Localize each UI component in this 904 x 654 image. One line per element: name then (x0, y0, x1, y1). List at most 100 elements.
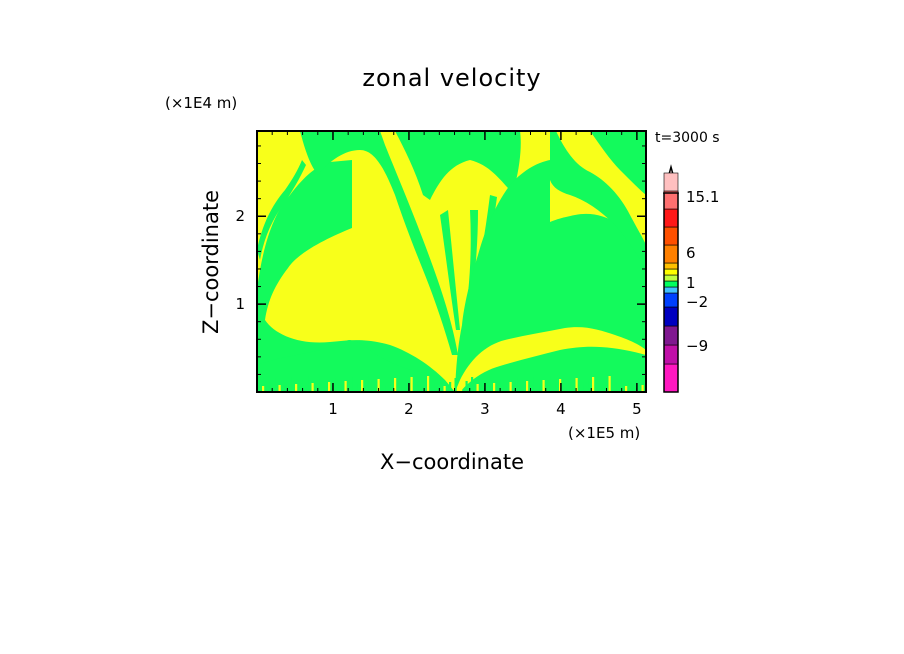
colorbar-band (663, 268, 679, 276)
y-tick-label: 1 (235, 295, 245, 313)
speckle (449, 382, 452, 392)
colorbar: 15.1 6 1 −2 −9 (663, 164, 719, 393)
speckle (630, 382, 633, 392)
speckle (586, 381, 589, 392)
contour-region (257, 160, 306, 260)
speckle (454, 378, 457, 392)
x-tick-label: 3 (480, 400, 490, 418)
speckle (432, 383, 435, 392)
x-unit-label: (×1E5 m) (568, 424, 640, 442)
colorbar-label: −9 (686, 337, 708, 355)
speckle (443, 386, 446, 392)
speckle (641, 385, 644, 392)
speckle (399, 385, 402, 392)
speckle (526, 381, 529, 392)
speckle (388, 382, 391, 392)
speckle (625, 386, 628, 392)
speckle (482, 380, 485, 392)
contour-region (257, 340, 452, 392)
speckle (383, 386, 386, 392)
speckle (548, 376, 551, 392)
colorbar-band (663, 226, 679, 246)
colorbar-label: 15.1 (686, 188, 719, 206)
x-tick-label: 1 (328, 400, 338, 418)
speckle (515, 378, 518, 392)
speckle (289, 377, 292, 392)
speckle (328, 382, 331, 392)
colorbar-band (663, 280, 679, 288)
speckle (355, 384, 358, 392)
speckle (564, 386, 567, 392)
speckle (504, 386, 507, 392)
colorbar-band (663, 286, 679, 294)
speckle (498, 379, 501, 392)
speckle (614, 383, 617, 392)
speckle (465, 381, 468, 392)
speckle (339, 385, 342, 392)
speckle (438, 379, 441, 392)
contour-region (440, 210, 460, 330)
contour-region (463, 210, 478, 332)
surface-speckles (262, 376, 644, 392)
colorbar-band (663, 363, 679, 393)
colorbar-label: 1 (686, 274, 696, 292)
colorbar-label: −2 (686, 293, 708, 311)
minor-ticks (257, 131, 646, 392)
y-axis-title: Z−coordinate (199, 190, 223, 334)
colorbar-band (663, 306, 679, 327)
speckle (570, 382, 573, 392)
speckle (284, 381, 287, 392)
speckle (273, 378, 276, 392)
speckle (531, 377, 534, 392)
speckle (581, 385, 584, 392)
contour-region (550, 131, 646, 270)
speckle (372, 383, 375, 392)
speckle (597, 384, 600, 392)
time-label: t=3000 s (655, 130, 720, 146)
speckle (537, 384, 540, 392)
colorbar-frame (663, 192, 679, 393)
speckle (427, 376, 430, 392)
contour-region (590, 131, 646, 195)
speckle (278, 385, 281, 392)
colorbar-band (663, 344, 679, 365)
colorbar-band (663, 262, 679, 270)
speckle (608, 376, 611, 392)
x-tick-label: 5 (632, 400, 642, 418)
speckle (603, 380, 606, 392)
speckle (377, 379, 380, 392)
speckle (295, 384, 298, 392)
speckle (553, 383, 556, 392)
chart-title: zonal velocity (362, 64, 541, 92)
colorbar-band (663, 325, 679, 346)
colorbar-band (663, 208, 679, 228)
speckle (405, 381, 408, 392)
speckle (306, 376, 309, 392)
speckle (333, 378, 336, 392)
x-tick-label: 4 (556, 400, 566, 418)
contour-region (257, 160, 455, 392)
speckle (267, 382, 270, 392)
x-tick-label: 2 (404, 400, 414, 418)
speckle (262, 386, 265, 392)
x-axis-title: X−coordinate (380, 450, 524, 474)
speckle (311, 383, 314, 392)
colorbar-band (663, 172, 679, 192)
speckle (460, 385, 463, 392)
speckle (592, 377, 595, 392)
colorbar-band (663, 274, 679, 282)
colorbar-label: 6 (686, 244, 696, 262)
x-ticks: 1 2 3 4 5 (328, 131, 642, 418)
speckle (421, 380, 424, 392)
contour-region (300, 131, 458, 355)
speckle (322, 386, 325, 392)
speckle (619, 379, 622, 392)
speckle (542, 380, 545, 392)
speckle (361, 380, 364, 392)
speckle (476, 384, 479, 392)
speckle (416, 384, 419, 392)
speckle (559, 379, 562, 392)
contour-regions (257, 131, 646, 392)
speckle (520, 385, 523, 392)
